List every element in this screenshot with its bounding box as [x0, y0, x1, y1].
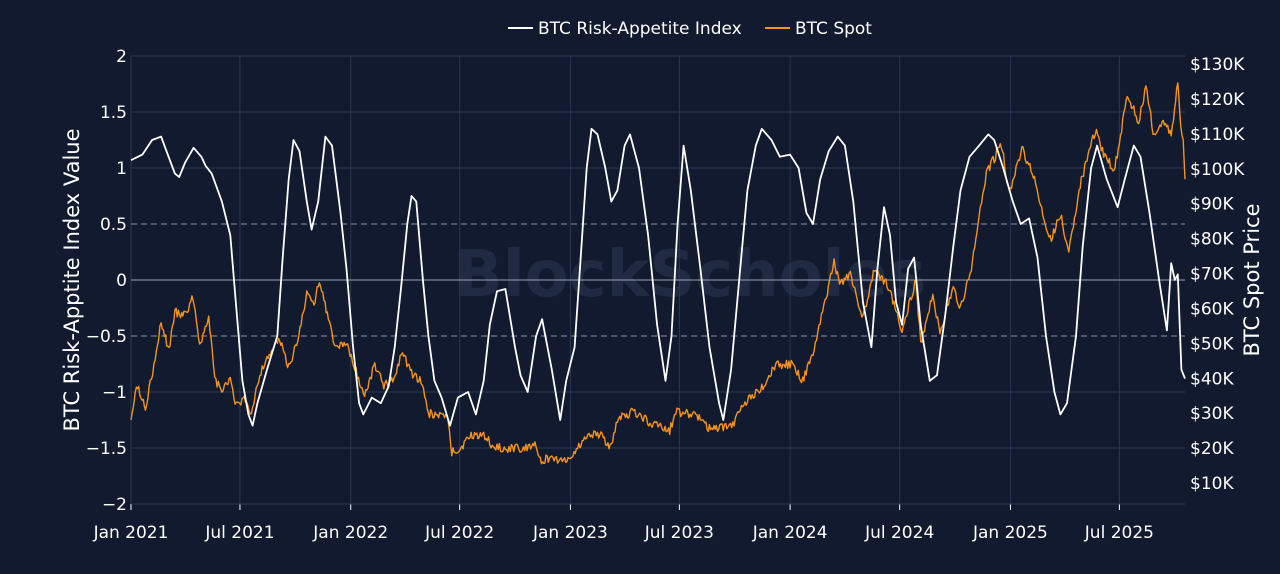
x-tick-label: Jan 2024: [752, 523, 828, 543]
y-right-tick-label: $80K: [1190, 230, 1234, 250]
y-right-tick-label: $120K: [1190, 90, 1245, 110]
legend-label-index: BTC Risk-Appetite Index: [538, 19, 742, 39]
y-grid-lines: [130, 55, 1185, 505]
y-left-tick-label: 1: [116, 159, 127, 179]
y-right-tick-label: $50K: [1190, 334, 1234, 354]
y-left-tick-label: −1.5: [86, 439, 127, 459]
series-layer: [130, 82, 1186, 465]
y-right-tick-label: $20K: [1190, 439, 1234, 459]
y-left-tick-label: 0.5: [100, 215, 127, 235]
watermark-text: BlockScholes: [454, 238, 926, 312]
x-tick-label: Jan 2021: [93, 523, 169, 543]
btc-spot-line: [130, 82, 1186, 465]
x-tick-label: Jan 2022: [312, 523, 388, 543]
y-right-tick-label: $110K: [1190, 125, 1245, 145]
y-right-tick-label: $100K: [1190, 160, 1245, 180]
legend-label-spot: BTC Spot: [795, 19, 872, 39]
x-tick-label: Jul 2025: [1084, 523, 1154, 543]
y-left-axis-title: BTC Risk-Apptite Index Value: [60, 128, 84, 431]
y-right-axis-title: BTC Spot Price: [1240, 204, 1264, 357]
legend: BTC Risk-Appetite Index BTC Spot: [508, 19, 872, 39]
y-right-tick-label: $60K: [1190, 299, 1234, 319]
y-left-tick-label: −0.5: [86, 327, 127, 347]
y-right-tick-label: $70K: [1190, 265, 1234, 285]
x-tick-label: Jul 2022: [424, 523, 494, 543]
x-tick-label: Jan 2023: [532, 523, 608, 543]
y-right-tick-label: $90K: [1190, 195, 1234, 215]
y-left-tick-label: −1: [102, 383, 127, 403]
y-right-tick-labels: $10K $20K $30K $40K $50K $60K $70K $80K $90K $100…: [1190, 55, 1245, 494]
x-tick-labels: Jan 2021 Jul 2021 Jan 2022 Jul 2022 Jan 2023…: [93, 523, 1154, 543]
reference-lines: [131, 223, 1185, 337]
y-right-tick-label: $10K: [1190, 474, 1234, 494]
legend-item-index[interactable]: BTC Risk-Appetite Index: [508, 19, 742, 39]
x-tick-label: Jan 2025: [972, 523, 1048, 543]
y-left-tick-label: 0: [116, 271, 127, 291]
x-tick-label: Jul 2023: [644, 523, 714, 543]
y-right-tick-label: $130K: [1190, 55, 1245, 75]
y-right-tick-label: $40K: [1190, 369, 1234, 389]
y-left-tick-label: 2: [116, 47, 127, 67]
y-right-tick-label: $30K: [1190, 404, 1234, 424]
x-tick-label: Jul 2024: [864, 523, 934, 543]
legend-item-spot[interactable]: BTC Spot: [765, 19, 872, 39]
y-left-tick-label: 1.5: [100, 103, 127, 123]
risk-appetite-index-line: [130, 127, 1186, 427]
x-tick-label: Jul 2021: [204, 523, 274, 543]
y-left-tick-label: −2: [102, 495, 127, 515]
y-left-tick-labels: −2 −1.5 −1 −0.5 0 0.5 1 1.5 2: [86, 47, 127, 515]
